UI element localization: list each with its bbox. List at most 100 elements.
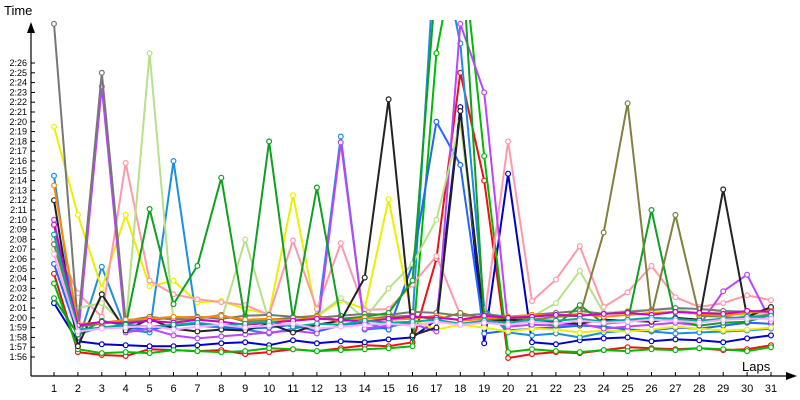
data-point	[337, 133, 344, 140]
data-point	[481, 89, 488, 96]
series-line	[53, 126, 772, 334]
data-point	[313, 315, 320, 322]
data-point	[194, 323, 201, 330]
data-point	[600, 319, 607, 326]
data-point	[146, 50, 153, 57]
data-point	[624, 328, 631, 335]
data-point	[194, 335, 201, 342]
y-tick-label: 2:02	[9, 293, 27, 303]
data-point	[600, 310, 607, 317]
data-point	[505, 328, 512, 335]
data-point	[600, 229, 607, 236]
data-point	[337, 347, 344, 354]
x-tick-label: 3	[99, 383, 105, 395]
y-tick-label: 2:25	[9, 68, 27, 78]
data-point	[50, 20, 57, 27]
data-point	[409, 332, 416, 339]
data-point	[98, 350, 105, 357]
x-tick-label: 10	[263, 383, 275, 395]
series-17	[50, 251, 774, 335]
data-point	[337, 323, 344, 330]
data-point	[600, 347, 607, 354]
x-axis-title: Laps	[742, 359, 771, 374]
data-point	[290, 320, 297, 327]
y-tick-label: 2:11	[10, 205, 27, 215]
x-tick-label: 28	[693, 383, 705, 395]
data-point	[552, 276, 559, 283]
data-point	[528, 298, 535, 305]
x-tick-label: 22	[550, 383, 562, 395]
data-point	[433, 324, 440, 331]
data-point	[624, 318, 631, 325]
data-point	[528, 332, 535, 339]
data-point	[552, 320, 559, 327]
y-tick-label: 2:03	[9, 283, 27, 293]
data-point	[50, 280, 57, 287]
data-point	[266, 329, 273, 336]
data-point	[624, 100, 631, 107]
data-point	[624, 289, 631, 296]
data-point	[481, 177, 488, 184]
data-point	[98, 325, 105, 332]
data-point	[505, 138, 512, 145]
x-tick-label: 8	[218, 383, 224, 395]
data-point	[242, 348, 249, 355]
data-point	[720, 327, 727, 334]
data-point	[457, 20, 464, 27]
data-point	[744, 315, 751, 322]
x-tick-label: 25	[621, 383, 633, 395]
y-tick-label: 2:14	[9, 176, 27, 186]
data-point	[648, 207, 655, 214]
data-point	[767, 324, 774, 331]
data-point	[648, 262, 655, 269]
data-point	[218, 174, 225, 181]
data-point	[266, 138, 273, 145]
data-point	[672, 347, 679, 354]
data-point	[576, 329, 583, 336]
y-tick-label: 2:22	[9, 97, 27, 107]
data-point	[505, 355, 512, 362]
data-point	[337, 139, 344, 146]
data-point	[170, 347, 177, 354]
y-tick-label: 2:17	[9, 146, 27, 156]
data-point	[672, 330, 679, 337]
x-tick-label: 15	[382, 383, 394, 395]
data-point	[409, 343, 416, 350]
data-point	[218, 340, 225, 347]
data-point	[767, 344, 774, 351]
data-point	[672, 317, 679, 324]
x-tick-label: 31	[765, 383, 777, 395]
x-tick-label: 12	[311, 383, 323, 395]
data-point	[98, 69, 105, 76]
data-point	[50, 295, 57, 302]
data-point	[481, 153, 488, 160]
data-point	[290, 237, 297, 244]
data-point	[457, 321, 464, 328]
data-point	[528, 351, 535, 358]
series-line	[53, 140, 772, 321]
data-point	[337, 316, 344, 323]
data-point	[313, 330, 320, 337]
x-ticks: 1 2 3 4 5 6 7 8 9 10 11 12 13 14 15 16 17 18 19 20 21 22 23 24 2…	[51, 372, 777, 395]
data-point	[122, 349, 129, 356]
series-layer	[50, 20, 774, 362]
data-point	[767, 315, 774, 322]
data-point	[433, 216, 440, 223]
data-point	[672, 336, 679, 343]
data-point	[481, 324, 488, 331]
y-tick-label: 2:09	[9, 225, 27, 235]
data-point	[361, 339, 368, 346]
data-point	[242, 324, 249, 331]
y-tick-label: 2:16	[9, 156, 27, 166]
y-tick-label: 2:06	[9, 254, 27, 264]
data-point	[122, 160, 129, 167]
data-point	[385, 336, 392, 343]
y-tick-label: 2:26	[9, 58, 27, 68]
data-point	[170, 313, 177, 320]
data-point	[170, 277, 177, 284]
data-point	[170, 301, 177, 308]
x-tick-label: 6	[170, 383, 176, 395]
series-line	[53, 20, 772, 355]
data-point	[50, 182, 57, 189]
